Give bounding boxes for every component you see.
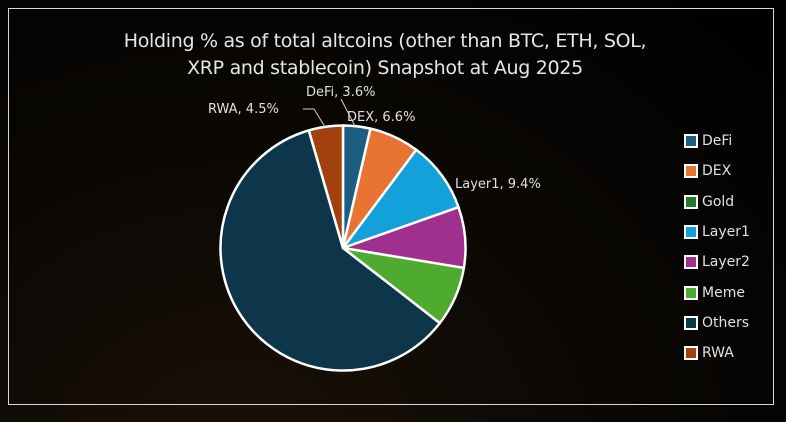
chart-frame [8,8,774,405]
legend-label: Gold [702,193,735,210]
data-label-layer1: Layer1, 9.4% [455,177,541,192]
legend-label: RWA [702,345,734,362]
legend-swatch [684,346,698,361]
legend-item-layer2: Layer2 [684,247,750,277]
chart-title-line-1: Holding % as of total altcoins (other th… [123,30,647,52]
pie-slice-rwa [307,124,345,250]
legend-item-gold: Gold [684,187,750,217]
legend-label: DEX [702,163,732,180]
leader-line-defi [340,98,356,127]
data-label-defi: DeFi, 3.6% [306,85,375,100]
legend-item-layer1: Layer1 [684,217,750,247]
legend-label: DeFi [702,133,733,150]
legend-swatch [684,194,698,209]
legend-swatch [684,255,698,270]
legend-swatch [684,315,698,330]
legend-swatch [684,285,698,300]
legend-swatch [684,134,698,149]
legend-item-dex: DEX [684,156,750,186]
legend: DeFi DEX Gold Layer1 Layer2 Meme Others RWA [684,126,750,368]
legend-label: Others [702,314,750,331]
legend-item-rwa: RWA [684,338,750,368]
chart-title-line-2: XRP and stablecoin) Snapshot at Aug 2025 [187,57,583,79]
legend-swatch [684,225,698,240]
legend-label: Layer1 [702,224,750,241]
pie-slice-others [219,129,442,372]
leader-line-rwa [303,108,326,128]
legend-item-meme: Meme [684,277,750,307]
legend-label: Layer2 [702,254,750,271]
legend-label: Meme [702,284,745,301]
legend-item-others: Others [684,308,750,338]
legend-item-defi: DeFi [684,126,750,156]
data-label-rwa: RWA, 4.5% [208,102,279,117]
legend-swatch [684,164,698,179]
data-label-dex: DEX, 6.6% [347,110,415,125]
